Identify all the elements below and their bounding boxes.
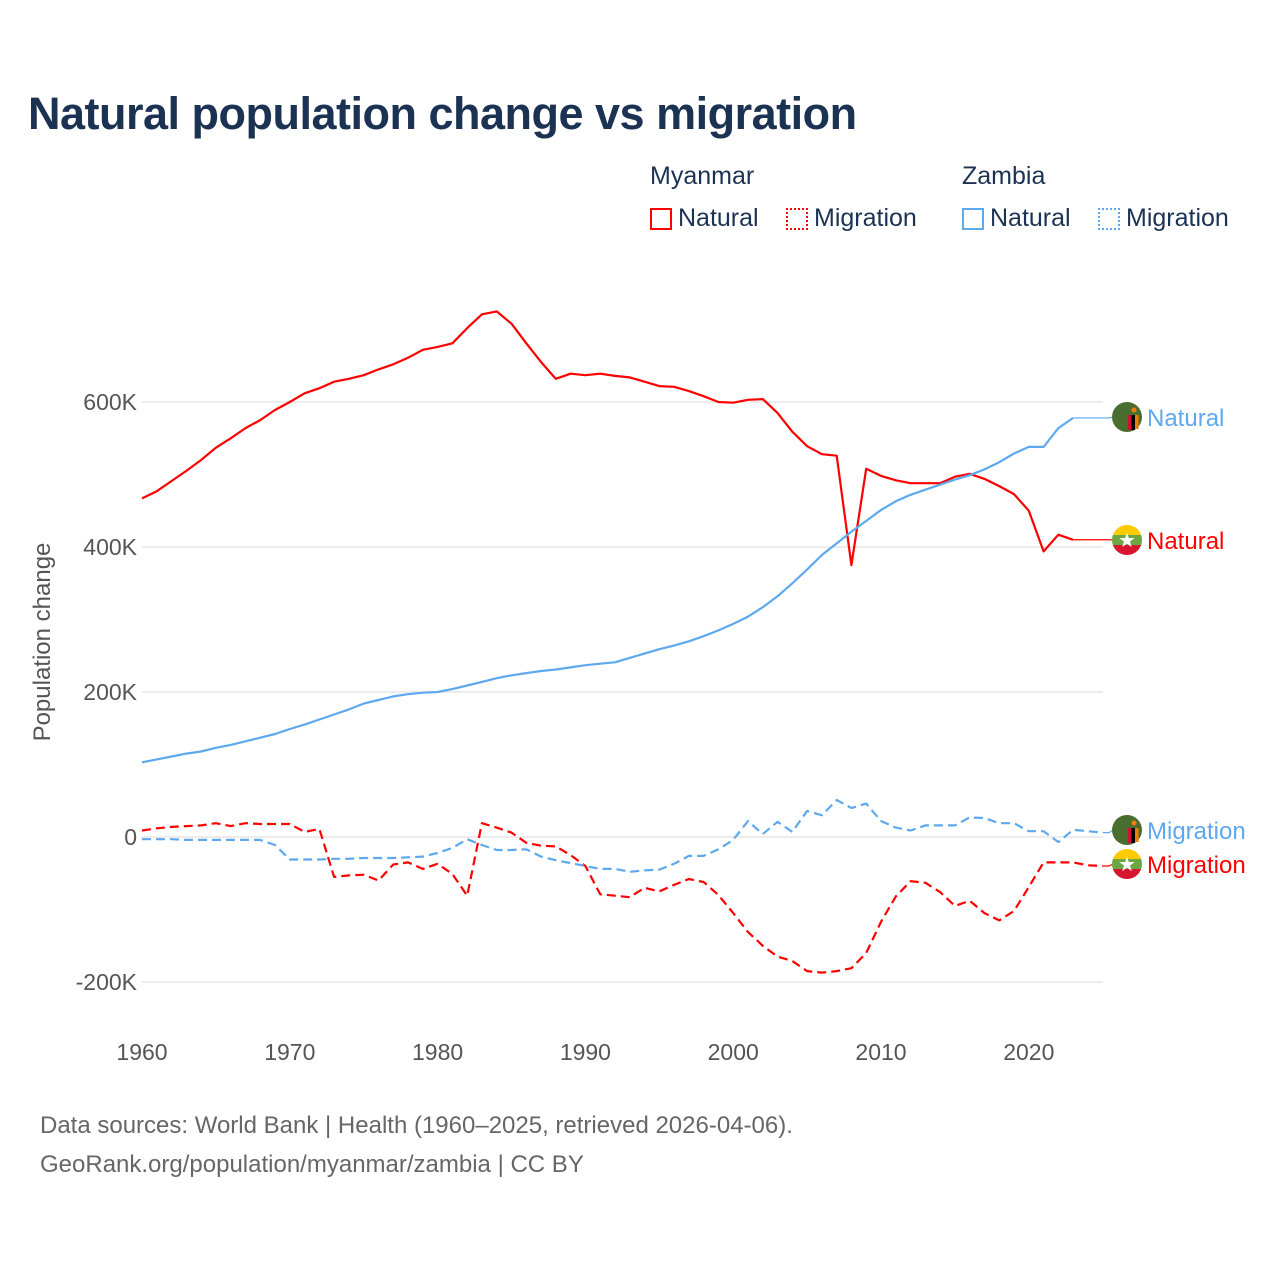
label-connector [1102, 863, 1114, 867]
solid-swatch-icon [650, 207, 672, 230]
source-note: Data sources: World Bank | Health (1960–… [40, 1112, 793, 1139]
end-label: Migration [1147, 852, 1246, 879]
legend-group-title: Zambia [962, 162, 1046, 190]
x-tick-label: 2020 [1003, 1039, 1054, 1065]
x-tick-label: 2010 [855, 1039, 906, 1065]
x-tick-label: 1960 [116, 1039, 167, 1065]
line-chart: -200K 0 200K 400K 600K 1960 1970 1980 1990 2000 2… [29, 310, 1246, 1065]
series-lines [141, 310, 1103, 974]
flag-stripe [1112, 859, 1142, 869]
dotted-swatch-icon [1098, 207, 1120, 230]
x-tick-label: 2000 [708, 1039, 759, 1065]
legend-label: Migration [1126, 204, 1229, 232]
label-connector [1102, 829, 1114, 834]
legend-group-myanmar: Myanmar Natural Migration [650, 162, 950, 242]
y-axis-label: Population change [29, 543, 56, 742]
flag-eagle [1131, 820, 1137, 826]
zambia-flag-icon [1112, 402, 1142, 432]
end-labels: ★ Natural Natural ★ Migration Migration [1073, 402, 1246, 879]
flag-stripe [1112, 869, 1142, 879]
flag-stripe [1131, 828, 1135, 843]
legend-label: Migration [814, 204, 917, 232]
label-connector [1073, 416, 1114, 419]
flag-stripe [1112, 535, 1142, 545]
series-line-zambia-natural [141, 416, 1074, 764]
x-tick-label: 1990 [560, 1039, 611, 1065]
flag-stripe [1128, 828, 1132, 843]
y-axis-ticks: -200K 0 200K 400K 600K [76, 389, 138, 995]
legend-label: Natural [990, 204, 1071, 232]
series-line-myanmar-natural [141, 310, 1074, 567]
flag-eagle [1131, 407, 1137, 413]
x-tick-label: 1970 [264, 1039, 315, 1065]
y-tick-label: 200K [83, 679, 137, 705]
grid-lines [142, 401, 1103, 983]
end-label: Migration [1147, 818, 1246, 845]
series-line-myanmar-migration [141, 822, 1103, 974]
flag-stripe [1112, 849, 1142, 859]
flag-body: ★ [1112, 849, 1142, 879]
myanmar-flag-icon: ★ [1112, 525, 1142, 555]
y-tick-label: 400K [83, 534, 137, 560]
zambia-flag-icon [1112, 815, 1142, 845]
end-label: Natural [1147, 528, 1224, 555]
flag-star: ★ [1118, 530, 1136, 552]
series-line-zambia-migration [142, 798, 1103, 873]
footer: Data sources: World Bank | Health (1960–… [40, 1106, 793, 1184]
legend-item-myanmar-migration[interactable]: Migration [786, 204, 917, 233]
dotted-swatch-icon [786, 207, 808, 230]
flag-stripe [1135, 415, 1139, 429]
x-tick-label: 1980 [412, 1039, 463, 1065]
myanmar-flag-icon: ★ [1112, 849, 1142, 879]
y-tick-label: -200K [76, 969, 138, 995]
end-label: Natural [1147, 405, 1224, 432]
legend-group-title: Myanmar [650, 162, 755, 190]
flag-body: ★ [1112, 525, 1142, 555]
x-axis-ticks: 1960 1970 1980 1990 2000 2010 2020 [116, 1039, 1054, 1065]
solid-swatch-icon [962, 207, 984, 230]
y-tick-label: 600K [83, 389, 137, 415]
flag-stripe [1112, 545, 1142, 555]
flag-stripe [1112, 525, 1142, 535]
legend-item-myanmar-natural[interactable]: Natural [650, 204, 759, 233]
legend-item-zambia-migration[interactable]: Migration [1098, 204, 1229, 233]
flag-stripe [1131, 415, 1135, 430]
chart-title: Natural population change vs migration [28, 88, 857, 139]
legend-label: Natural [678, 204, 759, 232]
flag-star: ★ [1118, 854, 1136, 876]
source-link[interactable]: GeoRank.org/population/myanmar/zambia | … [40, 1151, 584, 1178]
legend-item-zambia-natural[interactable]: Natural [962, 204, 1071, 233]
legend-group-zambia: Zambia Natural Migration [962, 162, 1272, 242]
flag-stripe [1135, 828, 1139, 842]
flag-stripe [1128, 415, 1132, 430]
y-tick-label: 0 [124, 824, 137, 850]
